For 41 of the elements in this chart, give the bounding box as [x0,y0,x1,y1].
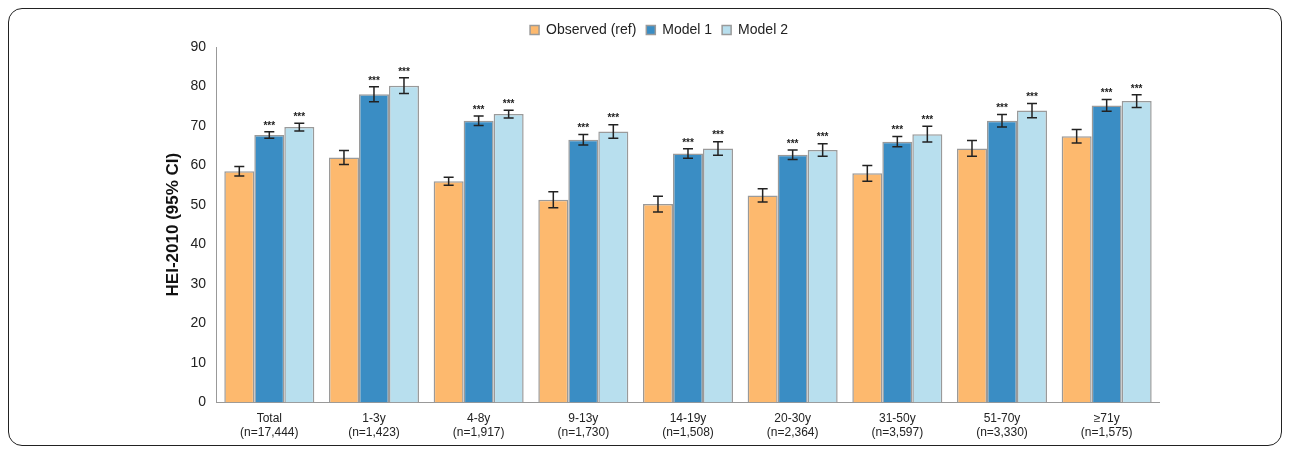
y-axis-title: HEI-2010 (95% CI) [162,152,182,297]
y-tick-label: 40 [190,235,207,252]
data-label: *** [368,74,380,86]
y-tick-label: 70 [190,116,207,133]
data-label: *** [921,114,934,126]
legend-label: Model 2 [738,20,789,37]
data-label: *** [607,112,620,124]
x-tick-label: Total (n=17,444) [240,410,299,440]
data-label: *** [712,129,724,141]
y-tick-label: 60 [190,156,207,173]
data-label: *** [263,119,276,131]
y-tick-label: 30 [190,274,207,291]
x-tick-label: 51-70y (n=3,330) [976,410,1028,440]
y-tick-label: 20 [190,314,207,331]
x-tick-label: ≥71y (n=1,575) [1080,410,1133,440]
data-label: *** [682,136,694,148]
data-label: *** [577,122,590,134]
data-label: *** [472,103,485,115]
y-tick-label: 0 [198,393,207,410]
x-tick-label: 31-50y (n=3,597) [871,410,924,440]
y-tick-label: 10 [190,353,207,370]
x-tick-label: 14-19y (n=1,508) [662,410,714,440]
data-label: *** [1130,82,1143,94]
x-tick-label: 20-30y (n=2,364) [766,410,819,440]
data-label: *** [996,102,1008,114]
legend-label: Observed (ref) [546,20,637,37]
data-label: *** [1026,91,1038,103]
data-label: *** [398,65,410,77]
y-tick-label: 90 [190,37,207,54]
x-tick-label: 9-13y (n=1,730) [557,410,610,440]
x-tick-label: 4-8y (n=1,917) [452,410,505,440]
data-label: *** [786,137,799,149]
y-tick-label: 80 [190,77,207,94]
data-label: *** [816,131,829,143]
data-label: *** [1100,87,1113,99]
data-label: *** [891,124,904,136]
y-tick-label: 50 [190,195,207,212]
x-tick-label: 1-3y (n=1,423) [348,410,400,440]
data-label: *** [502,97,515,109]
data-label: *** [293,110,306,122]
legend-label: Model 1 [662,20,713,37]
